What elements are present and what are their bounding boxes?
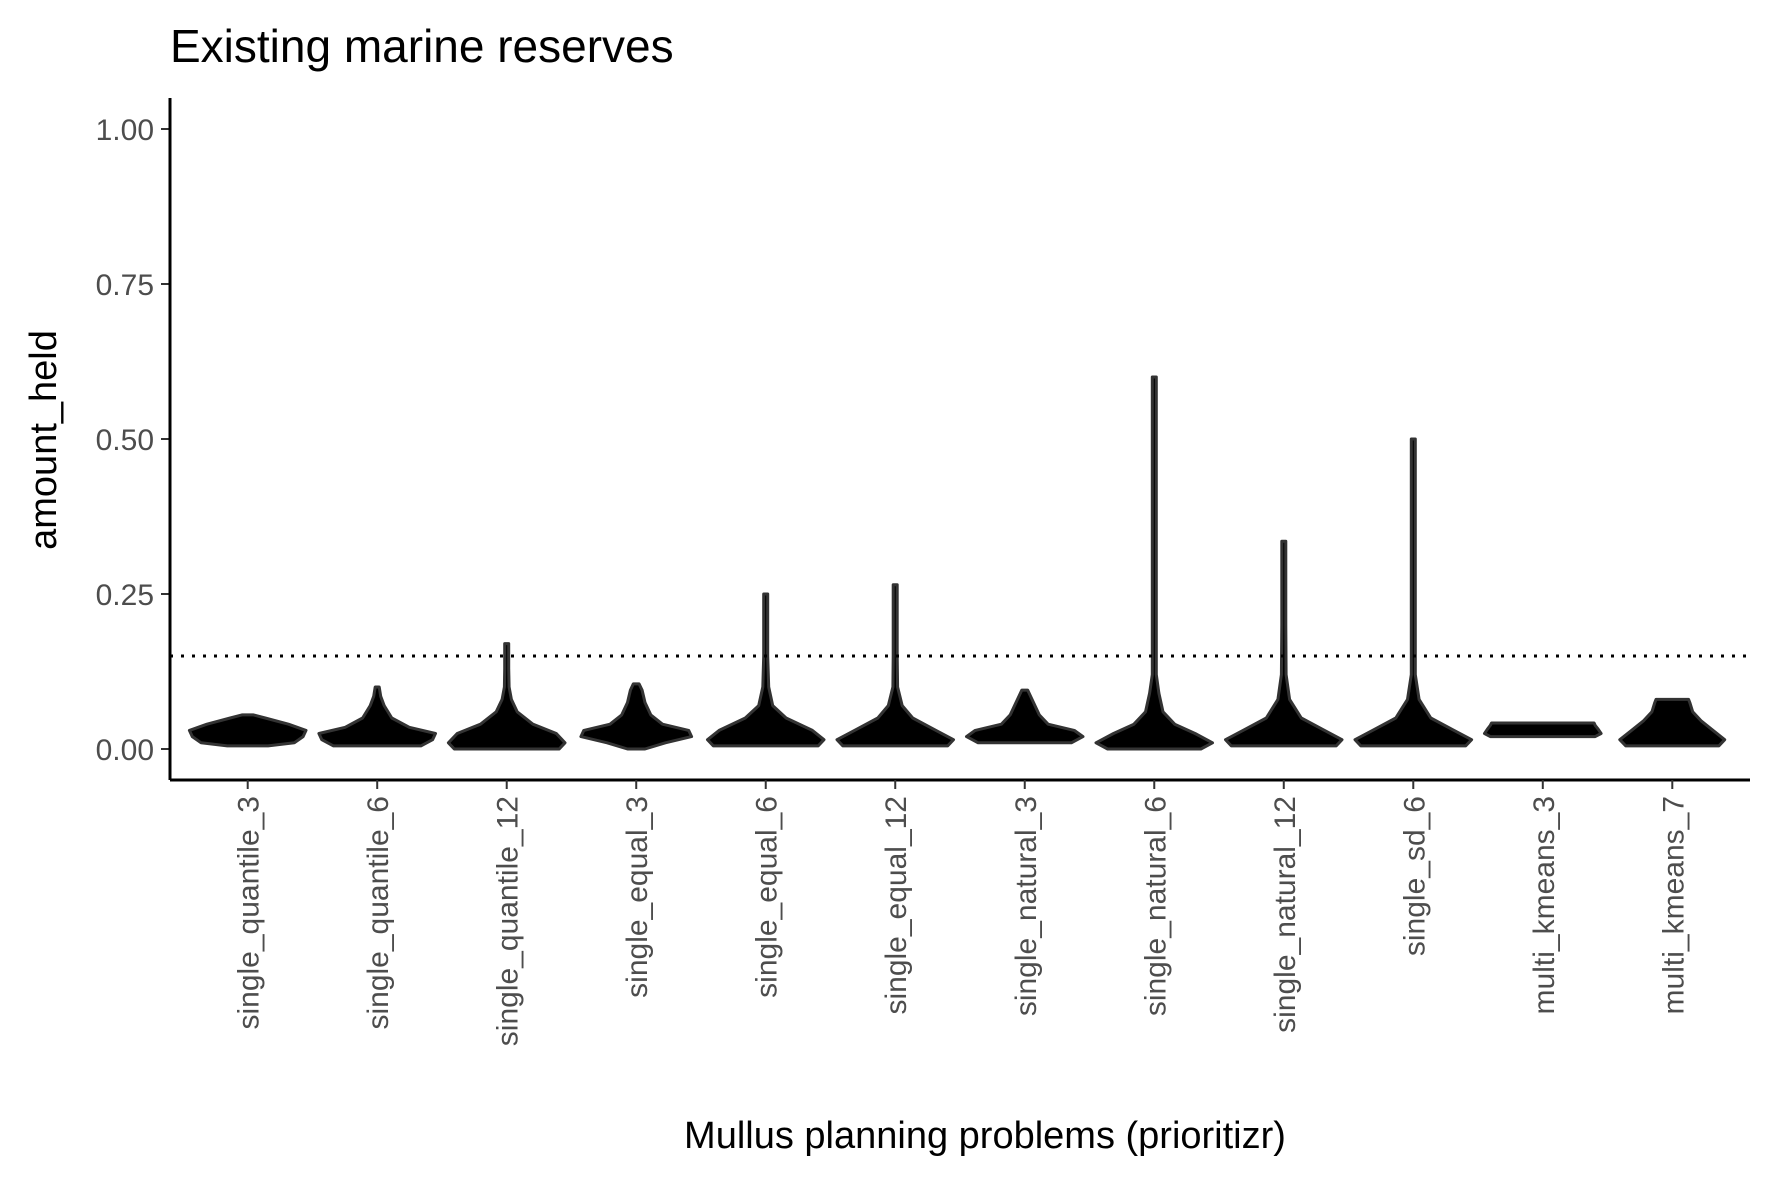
y-axis-title: amount_held (23, 330, 65, 550)
x-tick-label: single_equal_6 (751, 796, 784, 998)
x-tick-label: single_equal_12 (880, 796, 913, 1015)
x-tick-label: multi_kmeans_3 (1528, 796, 1561, 1014)
violin-single_equal_6 (706, 592, 826, 748)
violin-single_quantile_6 (317, 685, 437, 748)
violin-single_natural_3 (965, 688, 1085, 745)
y-tick-label: 0.50 (96, 424, 154, 457)
y-tick-label: 0.00 (96, 734, 154, 767)
violin-single_natural_12 (1224, 539, 1344, 748)
violin-single_quantile_3 (187, 713, 308, 748)
violin-single_equal_12 (835, 583, 955, 748)
y-tick-label: 0.75 (96, 269, 154, 302)
x-tick-label: single_quantile_6 (362, 796, 395, 1030)
y-axis-ticks: 0.00 0.25 0.50 0.75 1.00 (96, 114, 170, 767)
x-tick-label: single_equal_3 (621, 796, 654, 998)
x-tick-label: single_quantile_3 (233, 796, 266, 1030)
chart-title: Existing marine reserves (170, 20, 674, 72)
x-tick-label: multi_kmeans_7 (1657, 796, 1690, 1014)
x-tick-label: single_sd_6 (1398, 796, 1431, 956)
x-tick-label: single_natural_6 (1139, 796, 1172, 1016)
violin-single_quantile_12 (446, 642, 567, 751)
violin-single_equal_3 (579, 682, 694, 751)
violin-single_sd_6 (1353, 437, 1474, 748)
violin-multi_kmeans_3 (1483, 721, 1603, 739)
x-tick-label: single_quantile_12 (492, 796, 525, 1046)
x-tick-label: single_natural_12 (1269, 796, 1302, 1033)
violin-single_natural_6 (1094, 375, 1214, 751)
x-axis-ticks: single_quantile_3 single_quantile_6 single… (233, 780, 1690, 1046)
y-tick-label: 0.25 (96, 579, 154, 612)
violin-multi_kmeans_7 (1618, 697, 1727, 748)
y-tick-label: 1.00 (96, 114, 154, 147)
x-tick-label: single_natural_3 (1010, 796, 1043, 1016)
violins (187, 375, 1727, 751)
x-axis-title: Mullus planning problems (prioritizr) (684, 1115, 1286, 1157)
